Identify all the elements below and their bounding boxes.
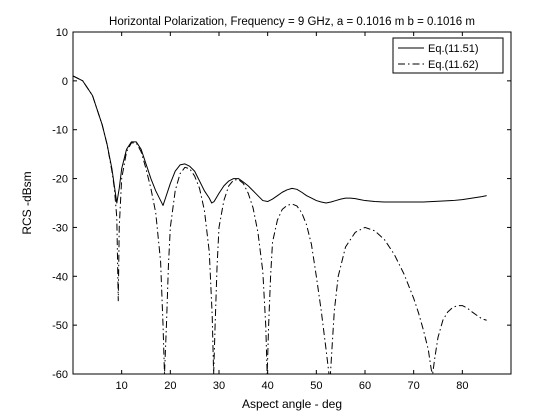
y-tick-label: -60 <box>52 369 68 381</box>
legend-label-eq-11-62: Eq.(11.62) <box>428 59 479 71</box>
x-tick-label: 30 <box>213 380 225 392</box>
y-tick-label: -10 <box>52 125 68 137</box>
y-tick-label: -50 <box>52 320 68 332</box>
legend-label-eq-11-51: Eq.(11.51) <box>428 43 479 55</box>
y-tick-label: -20 <box>52 174 68 186</box>
series-line-eq-11-51 <box>73 75 487 206</box>
x-tick-label: 20 <box>164 380 176 392</box>
y-axis: 10 0 -10 -20 -30 -40 -50 -60 <box>52 27 511 381</box>
y-tick-label: 0 <box>62 76 68 88</box>
x-tick-label: 10 <box>116 380 128 392</box>
legend: Eq.(11.51) Eq.(11.62) <box>392 37 504 74</box>
x-axis: 10 20 30 40 50 60 70 80 <box>116 32 468 392</box>
chart-title: Horizontal Polarization, Frequency = 9 G… <box>109 16 475 28</box>
y-tick-label: -30 <box>52 222 68 234</box>
x-tick-label: 70 <box>408 380 420 392</box>
y-axis-label: RCS -dBsm <box>20 171 34 234</box>
series-line-eq-11-62 <box>73 75 487 374</box>
x-tick-label: 60 <box>359 380 371 392</box>
series-layer <box>73 75 487 374</box>
x-tick-label: 40 <box>262 380 274 392</box>
y-tick-label: 10 <box>56 27 68 39</box>
x-tick-label: 80 <box>456 380 468 392</box>
legend-box <box>392 37 504 74</box>
plot-area-frame <box>72 31 512 375</box>
y-tick-label: -40 <box>52 271 68 283</box>
x-tick-label: 50 <box>310 380 322 392</box>
x-axis-label: Aspect angle - deg <box>242 397 342 411</box>
